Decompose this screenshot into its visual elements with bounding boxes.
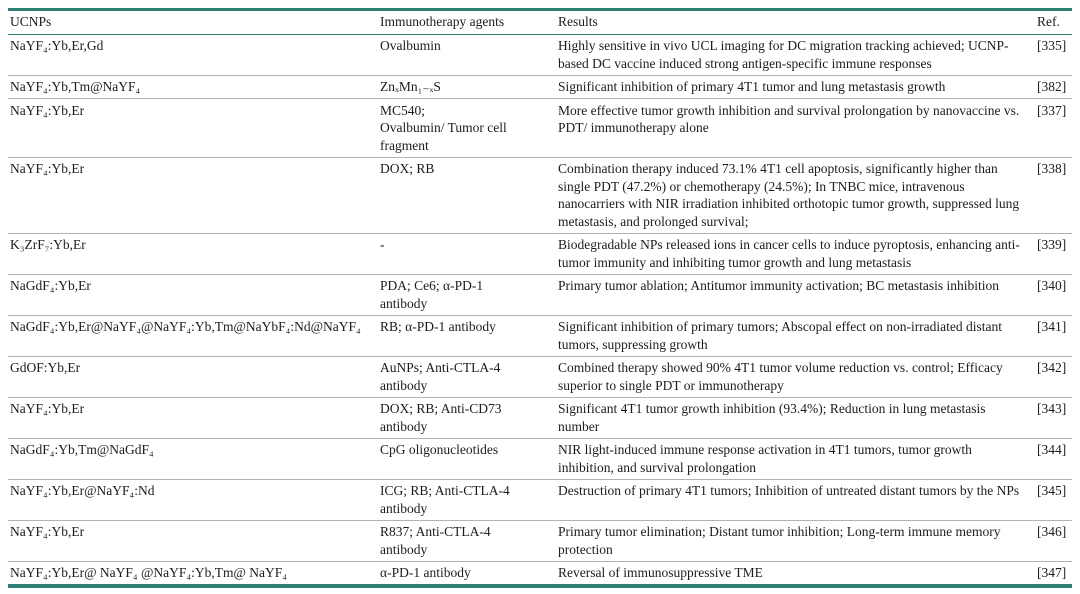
table-row: NaYF₄:Yb,Er DOX; RB; Anti-CD73 antibody … xyxy=(8,397,1072,439)
table-row: NaGdF₄:Yb,Tm@NaGdF₄ CpG oligonucleotides… xyxy=(8,438,1072,480)
ucnp-cell: NaYF₄:Yb,Er xyxy=(8,397,378,439)
results-cell: Primary tumor elimination; Distant tumor… xyxy=(556,520,1035,562)
ucnp-cell: NaYF₄:Yb,Er xyxy=(8,98,378,158)
column-header-results: Results xyxy=(556,9,1035,35)
table-row: NaYF₄:Yb,Er R837; Anti-CTLA-4 antibody P… xyxy=(8,520,1072,562)
ucnp-cell: GdOF:Yb,Er xyxy=(8,356,378,398)
table-header: UCNPs Immunotherapy agents Results Ref. xyxy=(8,9,1072,35)
table-row: GdOF:Yb,Er AuNPs; Anti-CTLA-4 antibody C… xyxy=(8,356,1072,398)
reference-cell: [346] xyxy=(1035,520,1072,562)
immunotherapy-agents-cell: R837; Anti-CTLA-4 antibody xyxy=(378,520,556,562)
table-row: NaYF₄:Yb,Tm@NaYF₄ ZnₓMn₁₋ₓS Significant … xyxy=(8,75,1072,99)
reference-cell: [382] xyxy=(1035,75,1072,99)
reference-cell: [343] xyxy=(1035,397,1072,439)
table-row: NaGdF₄:Yb,Er@NaYF₄@NaYF₄:Yb,Tm@NaYbF₄:Nd… xyxy=(8,315,1072,357)
table-row: K₃ZrF₇:Yb,Er - Biodegradable NPs release… xyxy=(8,233,1072,275)
reference-cell: [341] xyxy=(1035,315,1072,357)
results-cell: Primary tumor ablation; Antitumor immuni… xyxy=(556,274,1035,316)
reference-cell: [344] xyxy=(1035,438,1072,480)
table-row: NaYF₄:Yb,Er,Gd Ovalbumin Highly sensitiv… xyxy=(8,34,1072,76)
immunotherapy-agents-cell: PDA; Ce6; α-PD-1 antibody xyxy=(378,274,556,316)
reference-cell: [338] xyxy=(1035,157,1072,234)
immunotherapy-agents-cell: CpG oligonucleotides xyxy=(378,438,556,480)
header-row: UCNPs Immunotherapy agents Results Ref. xyxy=(8,9,1072,35)
ucnp-cell: NaGdF₄:Yb,Er xyxy=(8,274,378,316)
immunotherapy-agents-cell: DOX; RB; Anti-CD73 antibody xyxy=(378,397,556,439)
reference-cell: [335] xyxy=(1035,34,1072,76)
results-cell: More effective tumor growth inhibition a… xyxy=(556,98,1035,158)
reference-cell: [339] xyxy=(1035,233,1072,275)
immunotherapy-agents-cell: MC540; Ovalbumin/ Tumor cell fragment xyxy=(378,98,556,158)
immunotherapy-agents-cell: ZnₓMn₁₋ₓS xyxy=(378,75,556,99)
results-cell: Highly sensitive in vivo UCL imaging for… xyxy=(556,34,1035,76)
results-cell: NIR light-induced immune response activa… xyxy=(556,438,1035,480)
ucnp-cell: NaGdF₄:Yb,Tm@NaGdF₄ xyxy=(8,438,378,480)
immunotherapy-agents-cell: ICG; RB; Anti-CTLA-4 antibody xyxy=(378,479,556,521)
results-cell: Combined therapy showed 90% 4T1 tumor vo… xyxy=(556,356,1035,398)
immunotherapy-agents-cell: Ovalbumin xyxy=(378,34,556,76)
results-cell: Destruction of primary 4T1 tumors; Inhib… xyxy=(556,479,1035,521)
reference-cell: [337] xyxy=(1035,98,1072,158)
ucnp-cell: K₃ZrF₇:Yb,Er xyxy=(8,233,378,275)
immunotherapy-agents-cell: - xyxy=(378,233,556,275)
results-cell: Biodegradable NPs released ions in cance… xyxy=(556,233,1035,275)
ucnp-cell: NaYF₄:Yb,Er xyxy=(8,520,378,562)
ucnp-cell: NaYF₄:Yb,Er,Gd xyxy=(8,34,378,76)
results-cell: Significant 4T1 tumor growth inhibition … xyxy=(556,397,1035,439)
reference-cell: [342] xyxy=(1035,356,1072,398)
ucnp-cell: NaYF₄:Yb,Tm@NaYF₄ xyxy=(8,75,378,99)
results-cell: Combination therapy induced 73.1% 4T1 ce… xyxy=(556,157,1035,234)
reference-cell: [347] xyxy=(1037,565,1067,580)
table-row: NaYF₄:Yb,Er DOX; RB Combination therapy … xyxy=(8,157,1072,234)
ucnp-cell: NaGdF₄:Yb,Er@NaYF₄@NaYF₄:Yb,Tm@NaYbF₄:Nd… xyxy=(8,315,378,357)
table-body: NaYF₄:Yb,Er,Gd Ovalbumin Highly sensitiv… xyxy=(8,34,1072,586)
ucnp-cell: NaYF₄:Yb,Er@ NaYF₄ @NaYF₄:Yb,Tm@ NaYF₄ xyxy=(10,565,287,580)
immunotherapy-agents-cell: AuNPs; Anti-CTLA-4 antibody xyxy=(378,356,556,398)
results-cell: Significant inhibition of primary tumors… xyxy=(556,315,1035,357)
reference-cell: [340] xyxy=(1035,274,1072,316)
table-row: NaGdF₄:Yb,Er PDA; Ce6; α-PD-1 antibody P… xyxy=(8,274,1072,316)
table-row: NaYF₄:Yb,Er@NaYF₄:Nd ICG; RB; Anti-CTLA-… xyxy=(8,479,1072,521)
table-row: NaYF₄:Yb,Er@ NaYF₄ @NaYF₄:Yb,Tm@ NaYF₄ α… xyxy=(8,561,1072,586)
immunotherapy-agents-cell: DOX; RB xyxy=(378,157,556,234)
reference-cell: [345] xyxy=(1035,479,1072,521)
ucnp-cell: NaYF₄:Yb,Er@NaYF₄:Nd xyxy=(8,479,378,521)
ucnp-immunotherapy-table: UCNPs Immunotherapy agents Results Ref. … xyxy=(8,8,1072,588)
column-header-immunotherapy-agents: Immunotherapy agents xyxy=(378,9,556,35)
immunotherapy-agents-cell: RB; α-PD-1 antibody xyxy=(378,315,556,357)
column-header-ucnps: UCNPs xyxy=(8,9,378,35)
results-cell: Reversal of immunosuppressive TME xyxy=(558,565,763,580)
immunotherapy-agents-cell: α-PD-1 antibody xyxy=(380,565,471,580)
table-row: NaYF₄:Yb,Er MC540; Ovalbumin/ Tumor cell… xyxy=(8,98,1072,158)
results-cell: Significant inhibition of primary 4T1 tu… xyxy=(556,75,1035,99)
column-header-ref: Ref. xyxy=(1035,9,1072,35)
ucnp-cell: NaYF₄:Yb,Er xyxy=(8,157,378,234)
